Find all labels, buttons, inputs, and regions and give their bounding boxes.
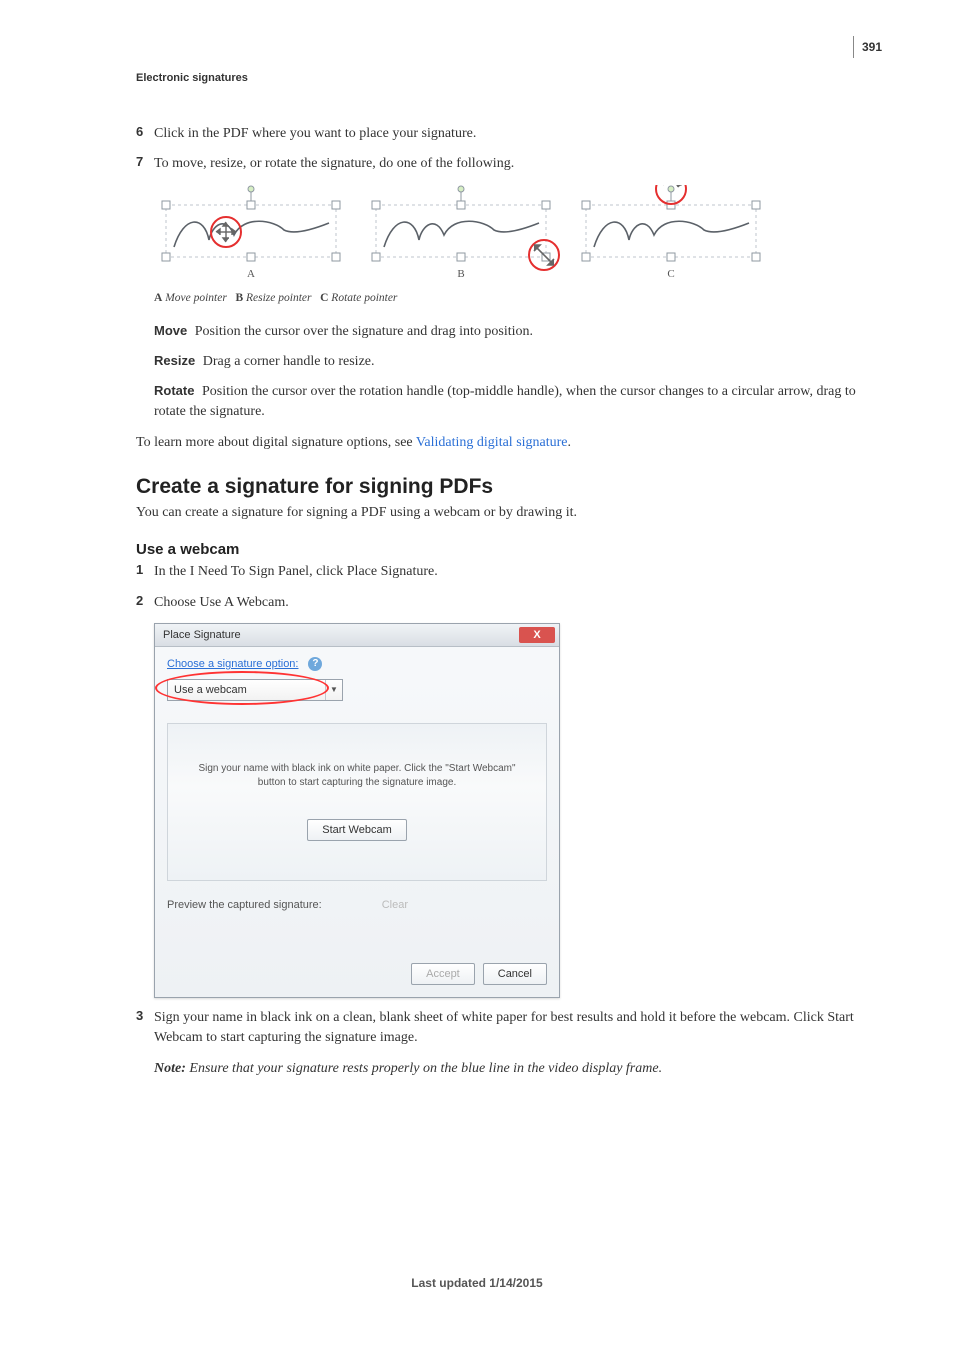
caption-a-text: Move pointer [165,292,227,304]
term-resize: Resize Drag a corner handle to resize. [154,352,858,372]
section-heading: Create a signature for signing PDFs [136,475,858,499]
callout-ring [155,671,329,705]
step-number: 7 [136,154,154,174]
step-7: 7 To move, resize, or rotate the signatu… [136,154,858,174]
term-desc: Position the cursor over the rotation ha… [154,384,856,419]
fig-label-b: B [457,268,464,280]
term-rotate: Rotate Position the cursor over the rota… [154,382,858,423]
cancel-button[interactable]: Cancel [483,963,547,985]
note-label: Note: [154,1061,186,1076]
note-block: Note: Ensure that your signature rests p… [154,1059,858,1079]
page-number-rule [853,36,854,58]
clear-button[interactable]: Clear [382,899,408,911]
start-webcam-button[interactable]: Start Webcam [307,819,407,841]
term-move: Move Position the cursor over the signat… [154,322,858,342]
dialog-close-button[interactable]: X [519,627,555,643]
fig-label-c: C [667,268,674,280]
subsection-heading: Use a webcam [136,541,858,558]
step-text: Click in the PDF where you want to place… [154,124,858,144]
step-6: 6 Click in the PDF where you want to pla… [136,124,858,144]
term-label: Resize [154,353,195,368]
capture-instructions: Sign your name with black ink on white p… [188,762,526,789]
step-text: Sign your name in black ink on a clean, … [154,1008,858,1049]
learn-more-post: . [568,435,572,450]
page-number: 391 [862,40,882,54]
step-number: 1 [136,562,154,582]
preview-label: Preview the captured signature: [167,899,322,911]
validating-link[interactable]: Validating digital signature [416,435,568,450]
step-text: To move, resize, or rotate the signature… [154,154,858,174]
help-icon[interactable]: ? [308,657,322,671]
fig-label-a: A [247,268,255,280]
term-desc: Drag a corner handle to resize. [203,354,375,369]
step-3: 3 Sign your name in black ink on a clean… [136,1008,858,1049]
step-number: 6 [136,124,154,144]
step-number: 3 [136,1008,154,1049]
dialog-titlebar: Place Signature X [155,624,559,647]
page-footer: Last updated 1/14/2015 [0,1276,954,1290]
page-number-block: 391 [853,36,882,58]
place-signature-dialog: Place Signature X Choose a signature opt… [154,623,560,998]
caption-b-text: Resize pointer [246,292,311,304]
step-number: 2 [136,593,154,613]
choose-signature-label: Choose a signature option: [167,658,298,670]
step-text: In the I Need To Sign Panel, click Place… [154,562,858,582]
step-text: Choose Use A Webcam. [154,593,858,613]
term-desc: Position the cursor over the signature a… [195,324,533,339]
term-label: Rotate [154,383,194,398]
breadcrumb: Electronic signatures [136,72,858,84]
caption-c-label: C [320,292,328,304]
section-lead: You can create a signature for signing a… [136,503,858,523]
term-label: Move [154,323,187,338]
step-2: 2 Choose Use A Webcam. [136,593,858,613]
dialog-title: Place Signature [163,629,241,641]
step-1: 1 In the I Need To Sign Panel, click Pla… [136,562,858,582]
note-body: Ensure that your signature rests properl… [189,1061,662,1076]
signature-pointer-figure: A B [154,185,858,286]
caption-a-label: A [154,292,162,304]
caption-c-text: Rotate pointer [331,292,397,304]
learn-more-para: To learn more about digital signature op… [136,433,858,453]
figure-caption: A Move pointer B Resize pointer C Rotate… [154,292,858,304]
learn-more-pre: To learn more about digital signature op… [136,435,416,450]
caption-b-label: B [235,292,243,304]
capture-area: Sign your name with black ink on white p… [167,723,547,881]
accept-button[interactable]: Accept [411,963,475,985]
